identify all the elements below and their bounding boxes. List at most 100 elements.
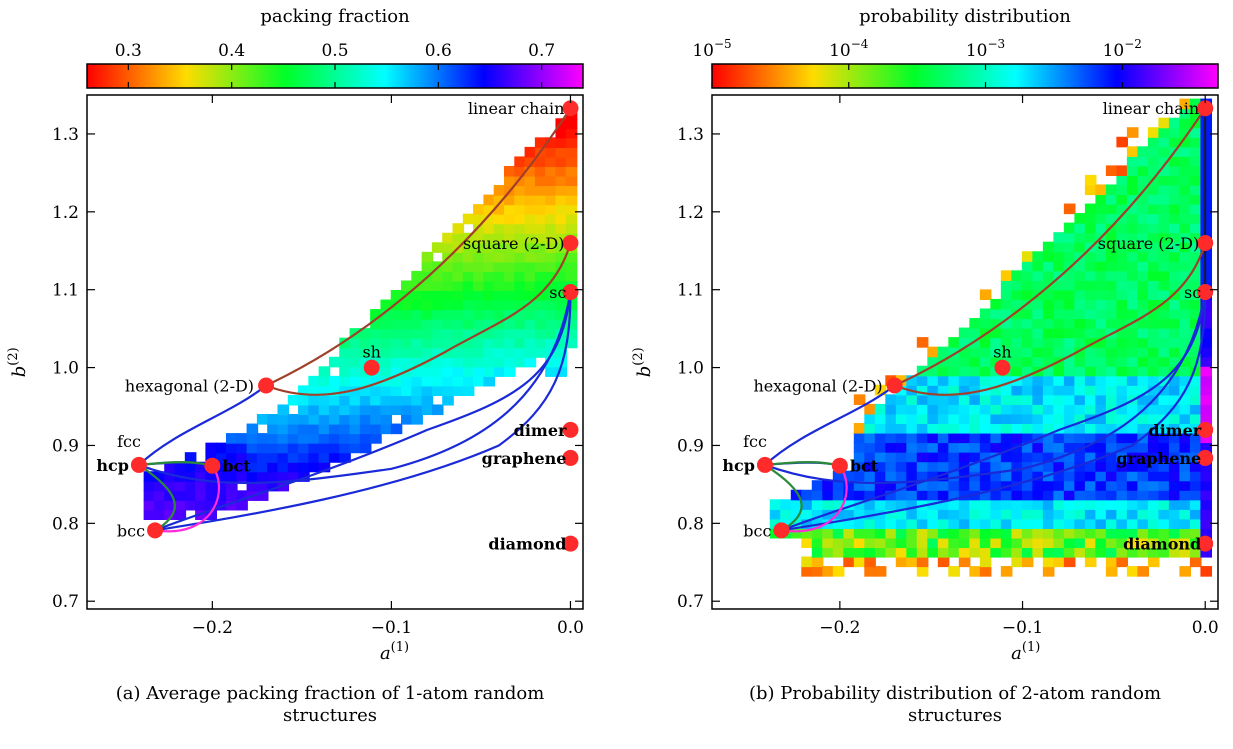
heatmap-cell (1116, 213, 1128, 224)
heatmap-cell (843, 556, 855, 568)
heatmap-cell (927, 527, 939, 539)
heatmap-cell (1021, 375, 1034, 386)
heatmap-cell (1000, 422, 1013, 434)
heatmap-cell (1021, 384, 1034, 396)
point-sh (994, 359, 1011, 376)
heatmap-cell (1074, 241, 1086, 253)
heatmap-cell (401, 318, 413, 330)
heatmap-cell (215, 471, 228, 482)
heatmap-cell (1105, 461, 1118, 472)
heatmap-cell (1126, 432, 1139, 444)
heatmap-cell (1189, 174, 1202, 186)
heatmap-cell (524, 165, 537, 177)
heatmap-cell (927, 384, 939, 396)
heatmap-cell (1116, 260, 1128, 272)
heatmap-cell (534, 337, 547, 349)
heatmap-cell (1147, 318, 1160, 329)
heatmap-cell (1084, 327, 1097, 339)
heatmap-cell (442, 309, 454, 320)
heatmap-cell (1074, 337, 1086, 348)
heatmap-cell (1000, 279, 1013, 291)
heatmap-cell (1084, 546, 1097, 558)
heatmap-cell (1105, 184, 1118, 196)
heatmap-cell (1053, 318, 1065, 329)
heatmap-cell (236, 471, 248, 482)
heatmap-cell (555, 318, 568, 330)
heatmap-cell (565, 299, 578, 311)
heatmap-cell (143, 480, 156, 492)
heatmap-cell (503, 347, 516, 358)
heatmap-cell (969, 480, 981, 491)
heatmap-cell (906, 537, 918, 549)
heatmap-cell (958, 442, 971, 453)
heatmap-cell (514, 309, 526, 320)
y-tick-label: 1.1 (52, 281, 79, 301)
heatmap-cell (1189, 270, 1202, 281)
heatmap-cell (1063, 432, 1076, 444)
heatmap-cell (545, 251, 557, 263)
heatmap-cell (843, 499, 855, 510)
label-square-2-d-: square (2-D) (1098, 234, 1199, 253)
heatmap-cell (864, 489, 876, 501)
heatmap-cell (565, 328, 578, 339)
heatmap-cell (1200, 413, 1213, 425)
heatmap-cell (359, 433, 372, 444)
heatmap-cell (328, 414, 341, 425)
heatmap-cell (1137, 279, 1149, 291)
heatmap-cell (298, 404, 310, 416)
heatmap-cell (948, 489, 960, 501)
heatmap-cell (328, 442, 341, 454)
heatmap-cell (380, 337, 393, 349)
heatmap-cell (1074, 537, 1086, 549)
heatmap-cell (452, 289, 465, 301)
heatmap-cell (1063, 337, 1076, 348)
heatmap-cell (1095, 403, 1107, 415)
heatmap-cell (1000, 470, 1013, 482)
heatmap-cell (401, 347, 413, 358)
heatmap-cell (545, 213, 557, 225)
label-linear-chain: linear chain (468, 99, 565, 118)
heatmap-cell (390, 328, 403, 339)
heatmap-cell (514, 242, 526, 253)
point-bcc (773, 522, 790, 539)
heatmap-cell (1126, 527, 1139, 539)
heatmap-cell (370, 414, 382, 425)
heatmap-cell (267, 423, 279, 435)
heatmap-cell (948, 566, 960, 577)
heatmap-cell (1084, 270, 1097, 281)
heatmap-cell (885, 394, 897, 405)
heatmap-cell (349, 337, 362, 349)
heatmap-cell (1158, 165, 1171, 176)
heatmap-cell (990, 346, 1002, 358)
heatmap-cell (503, 175, 516, 187)
heatmap-cell (1179, 279, 1192, 291)
heatmap-cell (1084, 384, 1097, 396)
path-hexagonal-square (894, 242, 1207, 396)
heatmap-cell (370, 375, 382, 387)
heatmap-cell (1011, 499, 1023, 510)
heatmap-cell (822, 537, 834, 549)
heatmap-cell (545, 337, 557, 349)
heatmap-cell (895, 432, 908, 444)
heatmap-cell (979, 289, 992, 301)
heatmap-cell (503, 366, 516, 377)
heatmap-cell (184, 452, 197, 463)
heatmap-cell (1126, 337, 1139, 348)
heatmap-cell (1053, 499, 1065, 510)
heatmap-cell (1137, 308, 1149, 320)
heatmap-cell (442, 375, 454, 387)
heatmap-cell (225, 461, 238, 473)
heatmap-cell (885, 461, 897, 472)
heatmap-cell (349, 356, 362, 368)
heatmap-cell (1105, 566, 1118, 577)
heatmap-cell (1105, 375, 1118, 386)
heatmap-cell (1084, 308, 1097, 320)
heatmap-cell (534, 289, 547, 301)
heatmap-cell (545, 356, 557, 368)
heatmap-cell (1116, 375, 1128, 386)
heatmap-cell (1137, 384, 1149, 396)
heatmap-cell (916, 508, 929, 520)
heatmap-cell (318, 433, 331, 444)
heatmap-cell (1189, 432, 1202, 444)
